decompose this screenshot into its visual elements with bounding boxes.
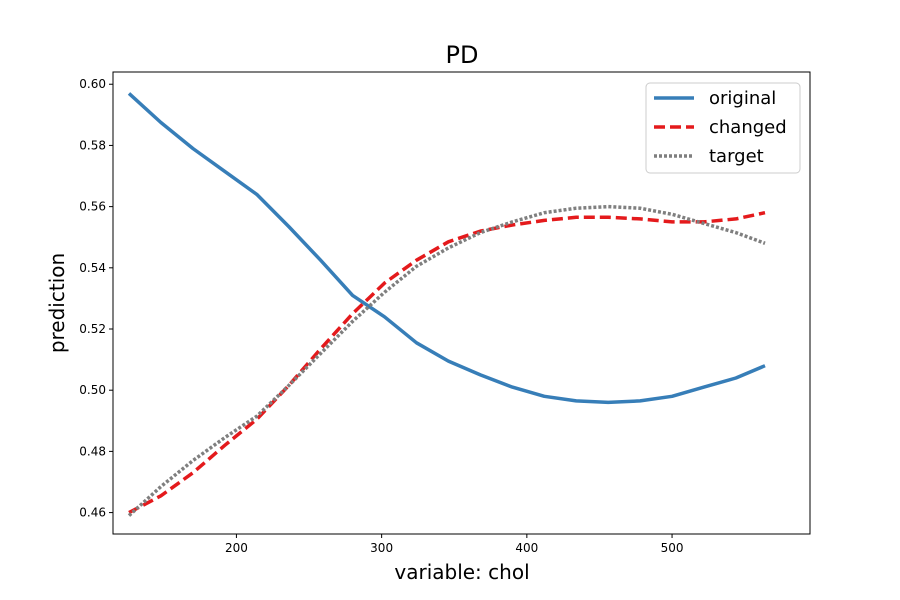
series-line-changed — [128, 210, 766, 515]
legend-label-changed: changed — [709, 117, 787, 138]
legend: original changed target — [645, 82, 801, 174]
y-tick-label: 0.48 — [79, 444, 106, 458]
x-tick-label: 300 — [370, 541, 393, 555]
x-tick-label: 400 — [515, 541, 538, 555]
x-axis-label: variable: chol — [394, 560, 529, 584]
y-tick-label: 0.46 — [79, 506, 106, 520]
legend-label-original: original — [709, 88, 776, 109]
y-tick-label: 0.54 — [79, 261, 106, 275]
y-tick-label: 0.56 — [79, 200, 106, 214]
series-line-original — [127, 92, 766, 405]
plot-frame — [112, 71, 811, 535]
y-tick-label: 0.50 — [79, 383, 106, 397]
chart-title: PD — [446, 41, 479, 69]
plot-area — [127, 92, 766, 517]
x-axis: 200 300 400 500 — [225, 534, 684, 555]
y-axis: 0.46 0.48 0.50 0.52 0.54 0.56 0.58 0.60 — [79, 77, 113, 520]
y-tick-label: 0.58 — [79, 138, 106, 152]
x-tick-label: 200 — [225, 541, 248, 555]
series-line-target — [127, 204, 766, 517]
legend-box — [645, 82, 801, 174]
y-tick-label: 0.52 — [79, 322, 106, 336]
y-tick-label: 0.60 — [79, 77, 106, 91]
legend-label-target: target — [709, 146, 764, 167]
y-axis-label: prediction — [45, 253, 69, 353]
x-tick-label: 500 — [661, 541, 684, 555]
